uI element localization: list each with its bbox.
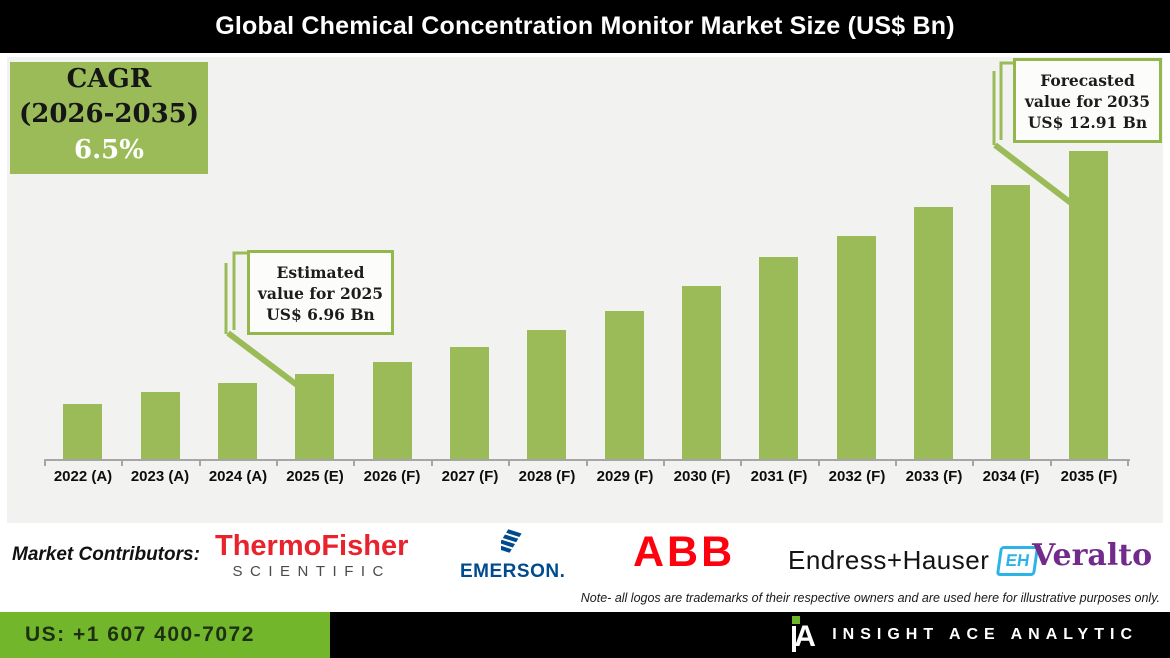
x-axis-labels: 2022 (A) 2023 (A) 2024 (A) 2025 (E) 2026 (F)…: [44, 468, 1130, 490]
x-axis-label: 2031 (F): [750, 468, 808, 485]
cagr-value: 6.5%: [74, 135, 144, 165]
logo-a-glyph: A: [794, 620, 816, 653]
bar-plot: [44, 57, 1130, 461]
bar-2027 (F): [450, 347, 489, 459]
cagr-period: (2026-2035): [18, 99, 200, 129]
phone-box: US: +1 607 400-7072: [0, 612, 330, 658]
emerson-logo: EMERSON.: [460, 529, 566, 583]
emerson-wordmark: EMERSON.: [460, 561, 566, 582]
callout-line: value for 2035: [1024, 92, 1151, 111]
axis-tick: [740, 461, 742, 466]
x-axis-label: 2030 (F): [673, 468, 731, 485]
axis-tick: [199, 461, 201, 466]
bar-2022 (A): [63, 404, 102, 459]
axis-tick: [276, 461, 278, 466]
x-axis-label: 2024 (A): [208, 468, 268, 485]
emerson-diamond-icon: [496, 529, 523, 560]
x-axis-label: 2027 (F): [441, 468, 499, 485]
x-axis-label: 2035 (F): [1060, 468, 1118, 485]
trademark-note: Note- all logos are trademarks of their …: [580, 591, 1160, 605]
axis-tick: [586, 461, 588, 466]
axis-tick: [44, 461, 46, 466]
axis-tick: [818, 461, 820, 466]
endress-hauser-wordmark: Endress+Hauser: [788, 545, 990, 575]
chart-area: CAGR (2026-2035) 6.5% Estimated value fo…: [7, 57, 1163, 523]
thermo-fisher-wordmark: ThermoFisher: [215, 530, 409, 562]
veralto-logo: Veralto: [1032, 538, 1153, 573]
contributors-footer: Market Contributors: ThermoFisher SCIENT…: [0, 523, 1170, 612]
x-axis-label: 2033 (F): [905, 468, 963, 485]
logo-left-stroke: [792, 626, 797, 652]
axis-tick: [431, 461, 433, 466]
brand-block: A INSIGHT ACE ANALYTIC: [791, 612, 1138, 658]
cagr-badge: CAGR (2026-2035) 6.5%: [10, 62, 208, 174]
callout-line: US$ 6.96 Bn: [266, 305, 375, 324]
cagr-label: CAGR: [66, 64, 152, 94]
x-axis-label: 2026 (F): [363, 468, 421, 485]
bar-2029 (F): [605, 311, 644, 459]
bar-2034 (F): [991, 185, 1030, 459]
axis-tick: [895, 461, 897, 466]
x-axis-label: 2025 (E): [286, 468, 344, 485]
bar-2024 (A): [218, 383, 257, 459]
endress-hauser-logo: Endress+Hauser EH: [788, 545, 1040, 576]
contributors-label: Market Contributors:: [12, 544, 200, 565]
page-title: Global Chemical Concentration Monitor Ma…: [215, 12, 955, 40]
bottom-bar: US: +1 607 400-7072 A INSIGHT ACE ANALYT…: [0, 612, 1170, 658]
estimated-value-callout: Estimated value for 2025 US$ 6.96 Bn: [247, 250, 394, 335]
bar-2030 (F): [682, 286, 721, 459]
axis-tick: [508, 461, 510, 466]
x-axis-label: 2034 (F): [982, 468, 1040, 485]
insight-ace-logo-icon: A: [791, 616, 817, 653]
thermo-fisher-scientific-text: SCIENTIFIC: [232, 563, 391, 580]
brand-name: INSIGHT ACE ANALYTIC: [832, 626, 1138, 643]
axis-tick: [1127, 461, 1129, 466]
callout-line: value for 2025: [257, 284, 384, 303]
x-axis-label: 2028 (F): [518, 468, 576, 485]
logo-green-dot: [792, 616, 801, 624]
header-bar: Global Chemical Concentration Monitor Ma…: [0, 0, 1170, 53]
bar-2026 (F): [373, 362, 412, 459]
x-axis-label: 2022 (A): [53, 468, 113, 485]
axis-tick: [121, 461, 123, 466]
axis-tick: [353, 461, 355, 466]
bar-2031 (F): [759, 257, 798, 459]
x-axis-label: 2023 (A): [130, 468, 190, 485]
callout-line: US$ 12.91 Bn: [1027, 113, 1148, 132]
callout-line: Estimated: [276, 263, 365, 282]
thermo-fisher-logo: ThermoFisher SCIENTIFIC: [215, 530, 409, 581]
forecasted-value-callout: Forecasted value for 2035 US$ 12.91 Bn: [1013, 58, 1162, 143]
bar-2023 (A): [141, 392, 180, 459]
x-axis-label: 2029 (F): [596, 468, 654, 485]
axis-tick: [663, 461, 665, 466]
bar-2025 (E): [295, 374, 334, 459]
callout-line: Forecasted: [1040, 71, 1135, 90]
bar-2028 (F): [527, 330, 566, 459]
abb-logo: ABB: [633, 528, 736, 576]
bar-2035 (F): [1069, 151, 1108, 459]
bar-2032 (F): [837, 236, 876, 459]
axis-tick: [972, 461, 974, 466]
x-axis-label: 2032 (F): [828, 468, 886, 485]
axis-tick: [1050, 461, 1052, 466]
phone-number: US: +1 607 400-7072: [25, 623, 255, 646]
bar-2033 (F): [914, 207, 953, 459]
